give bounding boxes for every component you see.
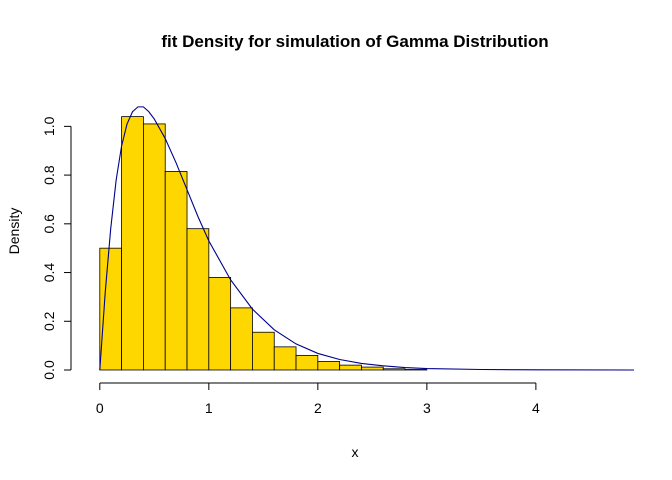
chart-title: fit Density for simulation of Gamma Dist… [161, 32, 548, 51]
y-tick-label: 1.0 [41, 116, 57, 136]
histogram-bar [164, 171, 188, 371]
histogram-bar [252, 331, 275, 371]
y-tick-label: 0.6 [41, 214, 57, 234]
histogram-bars [99, 116, 428, 371]
x-axis: 0 1 2 3 4 [96, 382, 540, 416]
x-tick-label: 3 [423, 400, 431, 416]
histogram-bar [295, 354, 319, 371]
x-tick-label: 1 [205, 400, 213, 416]
histogram-bar [186, 228, 210, 371]
y-tick-label: 0.4 [41, 263, 57, 283]
y-tick-label: 0.2 [41, 311, 57, 331]
y-axis: 0.0 0.2 0.4 0.6 0.8 1.0 [41, 116, 72, 380]
histogram-bar [317, 361, 341, 371]
histogram-bar [208, 277, 232, 371]
histogram-bar [230, 307, 253, 371]
histogram-bar [339, 364, 362, 371]
x-axis-label: x [352, 444, 359, 460]
histogram-bar [382, 368, 406, 371]
density-curve-line [99, 106, 635, 371]
y-axis-label: Density [6, 208, 22, 255]
x-tick-label: 4 [532, 400, 540, 416]
histogram-bar [121, 116, 144, 371]
histogram-bar [99, 247, 123, 371]
histogram-bar [273, 346, 297, 371]
histogram-bar [361, 366, 384, 371]
density-curve-layer [99, 106, 635, 371]
x-tick-label: 0 [96, 400, 104, 416]
histogram-bar [143, 123, 166, 371]
y-tick-label: 0.0 [41, 360, 57, 380]
y-tick-label: 0.8 [41, 165, 57, 185]
x-tick-label: 2 [314, 400, 322, 416]
